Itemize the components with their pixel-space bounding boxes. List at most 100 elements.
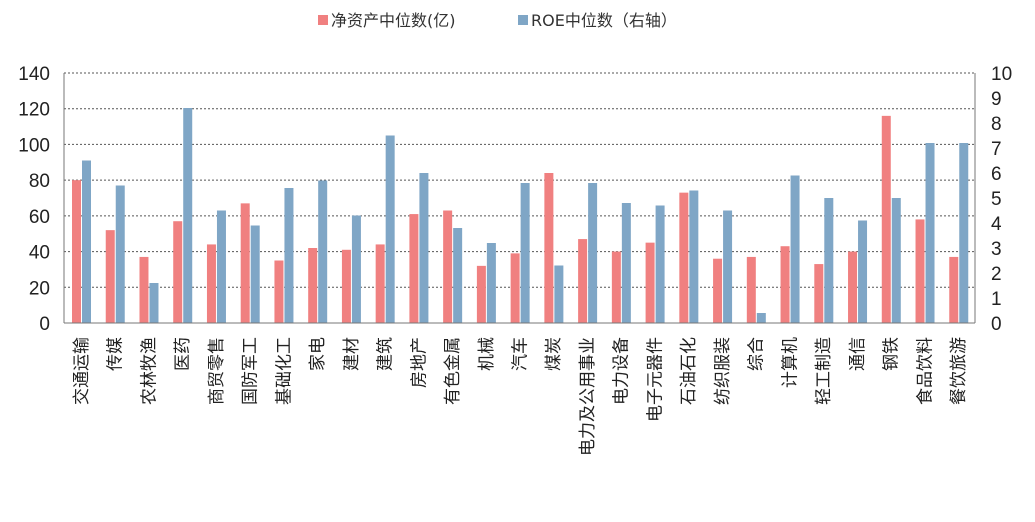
bar-net-assets xyxy=(544,173,554,323)
x-category-label: 传媒 xyxy=(106,337,126,371)
x-category-label: 通信 xyxy=(848,337,868,371)
x-category-label: 电力及公用事业 xyxy=(578,337,598,456)
x-category-label: 石油石化 xyxy=(679,337,699,405)
legend-label: ROE中位数（右轴） xyxy=(531,11,677,30)
y-left-tick-label: 40 xyxy=(29,243,50,264)
bar-roe xyxy=(216,210,226,323)
bar-net-assets xyxy=(848,251,858,323)
x-category-label: 房地产 xyxy=(409,337,429,388)
bar-net-assets xyxy=(409,214,419,323)
x-category-label: 餐饮旅游 xyxy=(949,337,969,405)
x-category-label: 建材 xyxy=(342,337,362,371)
y-right-tick-label: 10 xyxy=(991,64,1012,85)
legend: 净资产中位数(亿) ROE中位数（右轴） xyxy=(318,11,677,30)
x-category-label: 食品饮料 xyxy=(915,337,935,405)
bar-roe xyxy=(655,205,665,323)
bar-roe xyxy=(858,220,868,323)
bar-net-assets xyxy=(578,239,588,323)
bar-roe xyxy=(318,180,328,323)
bar-roe xyxy=(790,175,800,323)
y-right-tick-label: 6 xyxy=(991,164,1002,185)
x-category-label: 国防军工 xyxy=(241,337,261,405)
bar-net-assets xyxy=(240,203,250,323)
x-category-label: 轻工制造 xyxy=(814,337,834,405)
x-category-label: 有色金属 xyxy=(443,337,463,405)
x-category-label: 家电 xyxy=(308,337,328,371)
bar-roe xyxy=(149,283,159,323)
bar-roe xyxy=(115,185,125,323)
bar-roe xyxy=(250,225,260,323)
bar-roe xyxy=(689,190,699,323)
y-left-tick-label: 0 xyxy=(39,314,50,335)
x-category-label: 交通运输 xyxy=(72,337,92,405)
bar-net-assets xyxy=(645,242,655,323)
y-left-tick-label: 140 xyxy=(18,64,50,85)
bar-roe xyxy=(891,198,901,323)
y-right-tick-label: 8 xyxy=(991,114,1002,135)
bar-roe xyxy=(588,183,598,323)
x-category-label: 农林牧渔 xyxy=(139,337,159,405)
bar-roe xyxy=(959,143,969,323)
x-category-label: 电力设备 xyxy=(612,337,632,405)
bar-net-assets xyxy=(443,210,453,323)
y-right-tick-label: 5 xyxy=(991,189,1002,210)
bar-net-assets xyxy=(375,244,385,323)
bar-roe xyxy=(419,173,429,323)
bar-net-assets xyxy=(173,221,183,323)
axes xyxy=(63,73,976,324)
bar-roe xyxy=(621,203,631,323)
bar-roe xyxy=(723,210,733,323)
bar-net-assets xyxy=(206,244,216,323)
bar-roe xyxy=(520,183,530,323)
x-category-label: 基础化工 xyxy=(274,337,294,405)
y-left-tick-label: 60 xyxy=(29,207,50,228)
bar-net-assets xyxy=(881,115,891,323)
bar-net-assets xyxy=(308,248,318,323)
x-category-label: 煤炭 xyxy=(544,337,564,371)
bar-roe xyxy=(284,188,294,323)
legend-swatch xyxy=(318,15,328,25)
x-category-label: 综合 xyxy=(747,337,767,371)
bar-net-assets xyxy=(679,192,689,323)
x-category-label: 机械 xyxy=(477,337,497,371)
bar-net-assets xyxy=(341,249,351,323)
y-right-tick-label: 4 xyxy=(991,214,1002,235)
bar-roe xyxy=(183,108,193,323)
bar-net-assets xyxy=(274,260,284,323)
bar-roe xyxy=(82,160,91,323)
bar-net-assets xyxy=(949,256,959,323)
y-left-tick-label: 20 xyxy=(29,278,50,299)
x-category-label: 建筑 xyxy=(376,337,396,371)
x-category-label: 钢铁 xyxy=(882,337,902,371)
bar-net-assets xyxy=(814,264,824,323)
x-category-label: 电子元器件 xyxy=(645,337,665,422)
bar-net-assets xyxy=(713,258,723,323)
y-right-tick-label: 0 xyxy=(991,314,1002,335)
x-category-label: 纺织服装 xyxy=(713,337,733,405)
bar-roe xyxy=(385,135,395,323)
x-category-label: 计算机 xyxy=(780,337,800,388)
x-category-label: 医药 xyxy=(173,337,193,371)
bar-roe xyxy=(351,215,361,323)
bar-net-assets xyxy=(139,256,149,323)
bar-net-assets xyxy=(611,251,621,323)
bar-roe xyxy=(486,243,496,323)
y-right-tick-label: 7 xyxy=(991,139,1002,160)
y-right-tick-label: 2 xyxy=(991,264,1002,285)
y-left-tick-label: 120 xyxy=(18,100,50,121)
bar-net-assets xyxy=(476,265,486,323)
bar-roe xyxy=(453,228,463,323)
bar-roe xyxy=(824,198,834,323)
x-category-label: 商贸零售 xyxy=(207,337,227,405)
y-left-tick-label: 100 xyxy=(18,135,50,156)
bar-roe xyxy=(756,313,766,323)
y-right-tick-label: 9 xyxy=(991,89,1002,110)
legend-label: 净资产中位数(亿) xyxy=(331,11,456,30)
bars xyxy=(72,108,969,323)
y-left-tick-label: 80 xyxy=(29,171,50,192)
x-category-label: 汽车 xyxy=(511,337,531,371)
bar-roe xyxy=(554,265,564,323)
category-labels: 交通运输 传媒 农林牧渔 医药 商贸零售 国防军工 基础化工 家电 建材 建筑 房地产 有色金属 机械汽… xyxy=(72,337,969,456)
y-right-tick-label: 3 xyxy=(991,239,1002,260)
